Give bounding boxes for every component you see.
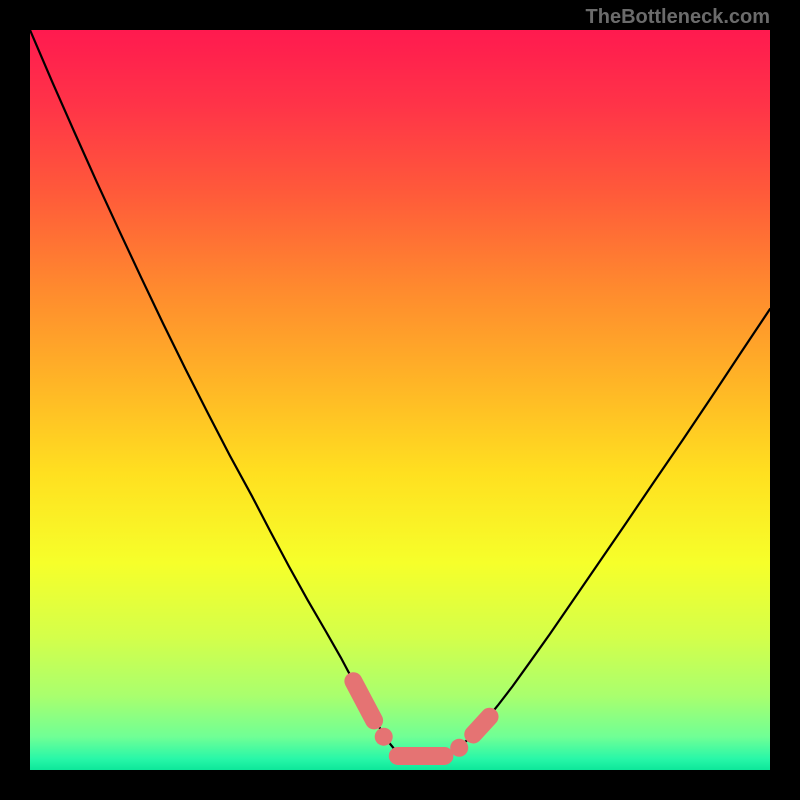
- watermark-text: TheBottleneck.com: [586, 6, 770, 29]
- plot-area: [30, 30, 770, 770]
- bottom-markers: [30, 30, 770, 770]
